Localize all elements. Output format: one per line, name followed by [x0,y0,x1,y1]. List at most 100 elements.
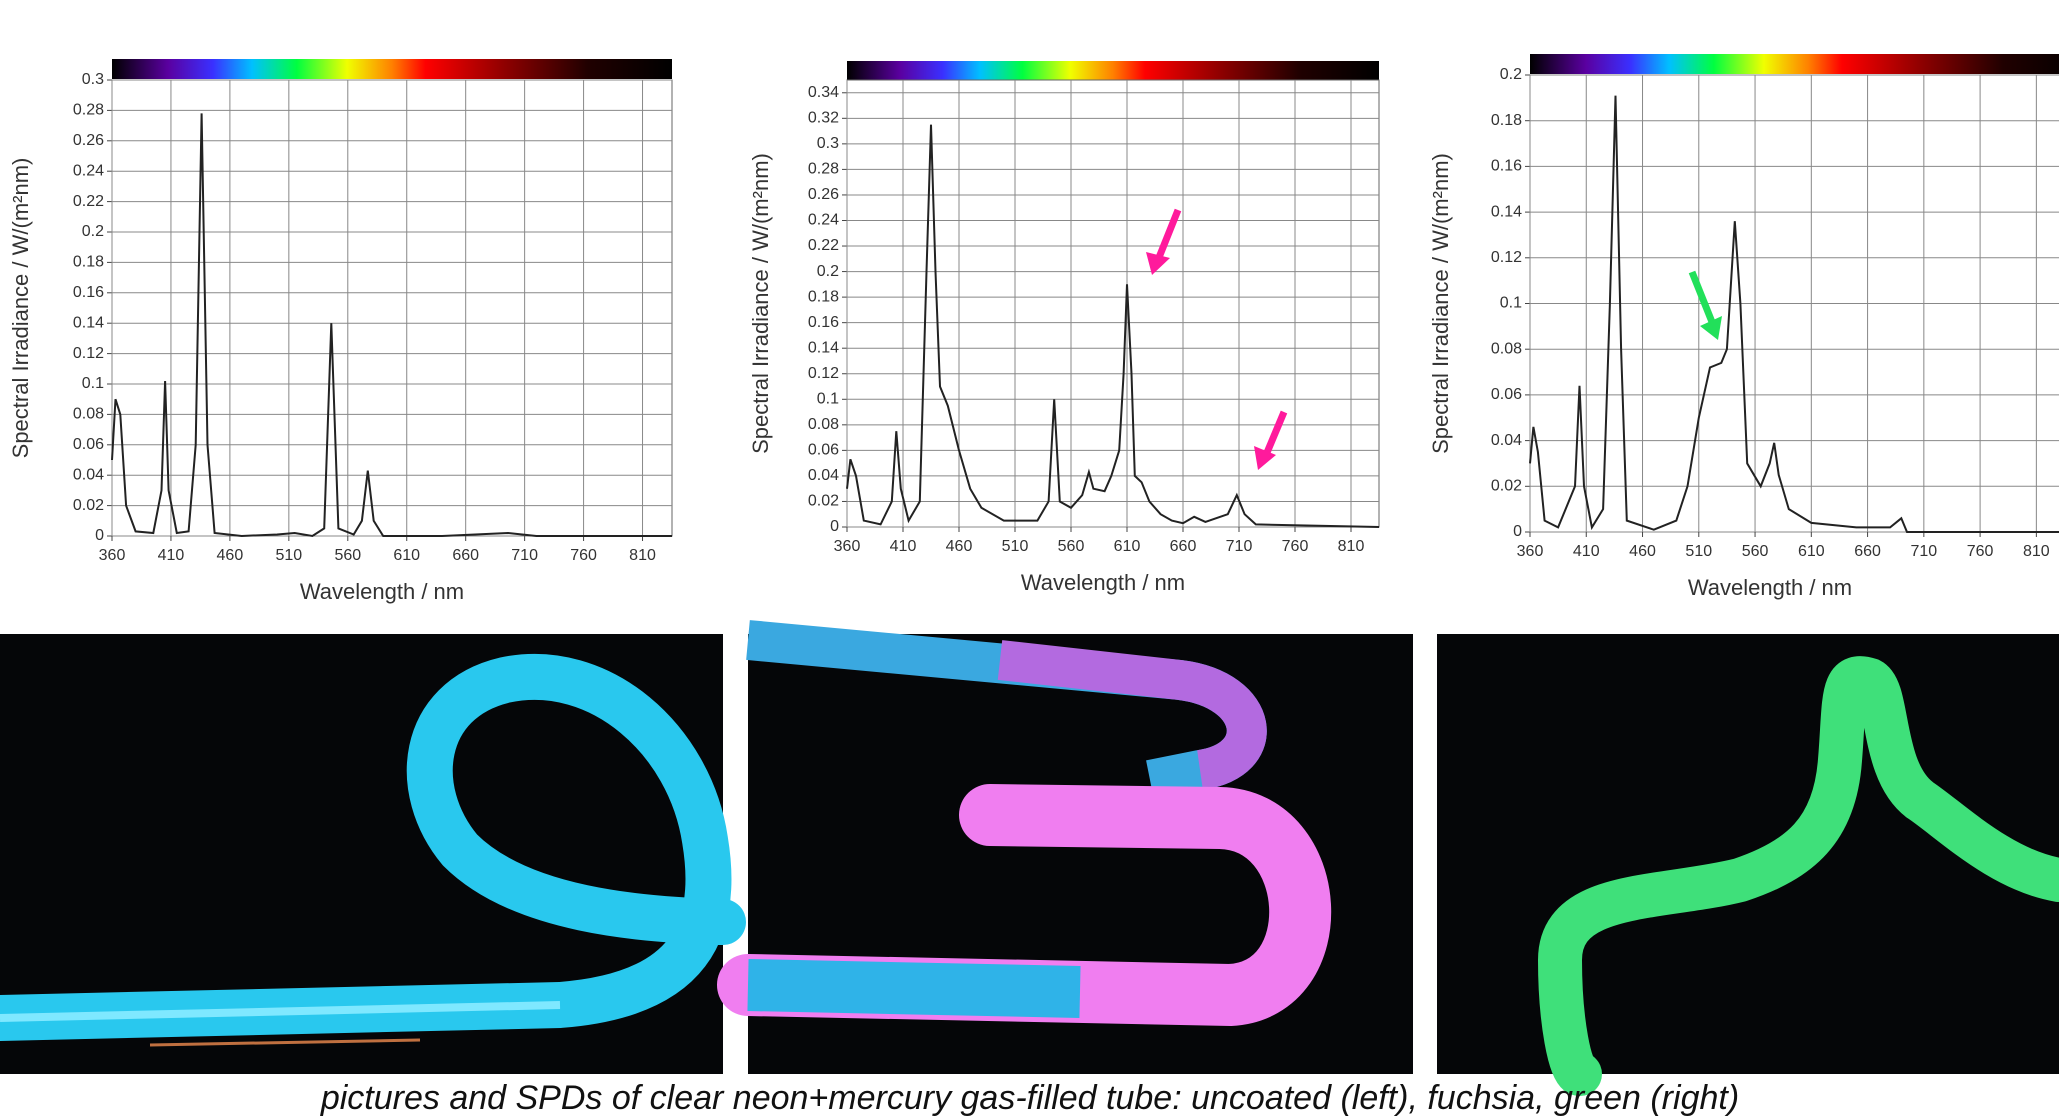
y-tick-label: 0.26 [73,132,104,149]
x-tick-label: 710 [511,547,538,564]
y-tick-label: 0.24 [808,212,839,229]
y-tick-label: 0.1 [82,375,104,392]
photo-green [1437,634,2059,1096]
y-tick-label: 0.16 [73,284,104,301]
x-tick-label: 760 [570,547,597,564]
photo-fuchsia [717,620,1413,1074]
y-tick-label: 0.2 [817,263,839,280]
y-tick-label: 0 [830,518,839,535]
y-tick-label: 0.08 [808,416,839,433]
y-tick-label: 0.12 [1491,249,1522,266]
y-tick-label: 0.04 [1491,432,1522,449]
y-tick-label: 0.12 [808,365,839,382]
x-tick-label: 710 [1910,543,1937,560]
y-tick-label: 0 [95,527,104,544]
line-chart: 0 0.02 0.04 0.06 0.08 0.1 0.12 0.14 0.16 0.18 0.2 3… [1428,54,2059,600]
x-axis-label: Wavelength / nm [1021,570,1185,595]
y-tick-label: 0.06 [73,436,104,453]
x-tick-label: 360 [99,547,126,564]
x-tick-label: 660 [1854,543,1881,560]
line-chart: 0 0.02 0.04 0.06 0.08 0.1 0.12 0.14 0.16 0.18 0.2 0… [8,59,673,604]
x-tick-label: 510 [1685,543,1712,560]
y-tick-label: 0.16 [808,314,839,331]
spectrum-bar [112,59,672,79]
y-tick-label: 0.2 [82,223,104,240]
charts: 00.020.040.060.080.10.120.140.160.180.20… [8,54,2059,604]
line-chart: 0 0.02 0.04 0.06 0.08 0.1 0.12 0.14 0.16 0.18 0.2 0… [748,61,1380,595]
x-tick-label: 610 [1114,538,1141,555]
x-tick-label: 810 [1338,538,1365,555]
arrow-head [1700,316,1722,340]
photo-uncoated [0,634,746,1074]
y-tick-label: 0.08 [1491,340,1522,357]
y-tick-label: 0.22 [73,193,104,210]
x-axis-label: Wavelength / nm [300,579,464,604]
x-tick-label: 660 [1170,538,1197,555]
x-tick-label: 460 [1629,543,1656,560]
y-tick-label: 0.1 [817,391,839,408]
y-tick-label: 0.3 [82,71,104,88]
arrow [1262,410,1288,457]
plot-area [111,79,673,537]
y-tick-label: 0.14 [1491,203,1522,220]
y-axis-label: Spectral Irradiance / W/(m²nm) [748,153,773,454]
y-tick-label: 0.28 [73,102,104,119]
arrow-head [1146,252,1170,275]
y-tick-label: 0.1 [1500,295,1522,312]
y-tick-label: 0.16 [1491,158,1522,175]
x-tick-label: 810 [2023,543,2050,560]
y-tick-label: 0.2 [1500,66,1522,83]
spectrum-bar [1530,54,2059,74]
y-tick-label: 0.12 [73,345,104,362]
arrow [1688,270,1716,324]
plot-area [846,79,1380,528]
y-tick-label: 0.14 [808,339,839,356]
y-tick-label: 0.28 [808,161,839,178]
y-tick-label: 0.02 [1491,478,1522,495]
x-tick-label: 560 [334,547,361,564]
y-tick-label: 0.34 [808,84,839,101]
y-tick-label: 0.3 [817,135,839,152]
x-tick-label: 460 [946,538,973,555]
y-tick-label: 0.18 [73,254,104,271]
caption: pictures and SPDs of clear neon+mercury … [320,1079,1739,1117]
arrows [1146,208,1722,470]
x-tick-label: 510 [1002,538,1029,555]
y-tick-label: 0.04 [73,466,104,483]
x-tick-label: 610 [1798,543,1825,560]
x-tick-label: 410 [890,538,917,555]
spectrum-line [1529,95,2059,533]
y-tick-label: 0.26 [808,186,839,203]
spectrum-line [111,113,672,538]
x-tick-label: 560 [1058,538,1085,555]
y-axis-label: Spectral Irradiance / W/(m²nm) [1428,153,1453,454]
x-tick-label: 410 [158,547,185,564]
y-tick-label: 0.32 [808,110,839,127]
x-tick-label: 560 [1742,543,1769,560]
x-tick-label: 660 [452,547,479,564]
y-tick-label: 0 [1513,523,1522,540]
spectrum-bar [847,61,1379,81]
x-tick-label: 360 [834,538,861,555]
y-tick-label: 0.22 [808,237,839,254]
y-tick-label: 0.06 [1491,386,1522,403]
y-tick-label: 0.06 [808,442,839,459]
y-tick-label: 0.08 [73,406,104,423]
x-tick-label: 810 [629,547,656,564]
x-tick-label: 360 [1517,543,1544,560]
y-tick-label: 0.02 [808,493,839,510]
x-tick-label: 710 [1226,538,1253,555]
y-tick-label: 0.18 [1491,112,1522,129]
y-tick-label: 0.04 [808,467,839,484]
x-tick-label: 610 [393,547,420,564]
x-tick-label: 460 [217,547,244,564]
x-tick-label: 760 [1967,543,1994,560]
y-tick-label: 0.24 [73,162,104,179]
arrow-head [1254,446,1276,470]
x-tick-label: 410 [1573,543,1600,560]
x-axis-label: Wavelength / nm [1688,575,1852,600]
arrow [1154,208,1182,262]
x-tick-label: 510 [275,547,302,564]
y-tick-label: 0.02 [73,497,104,514]
